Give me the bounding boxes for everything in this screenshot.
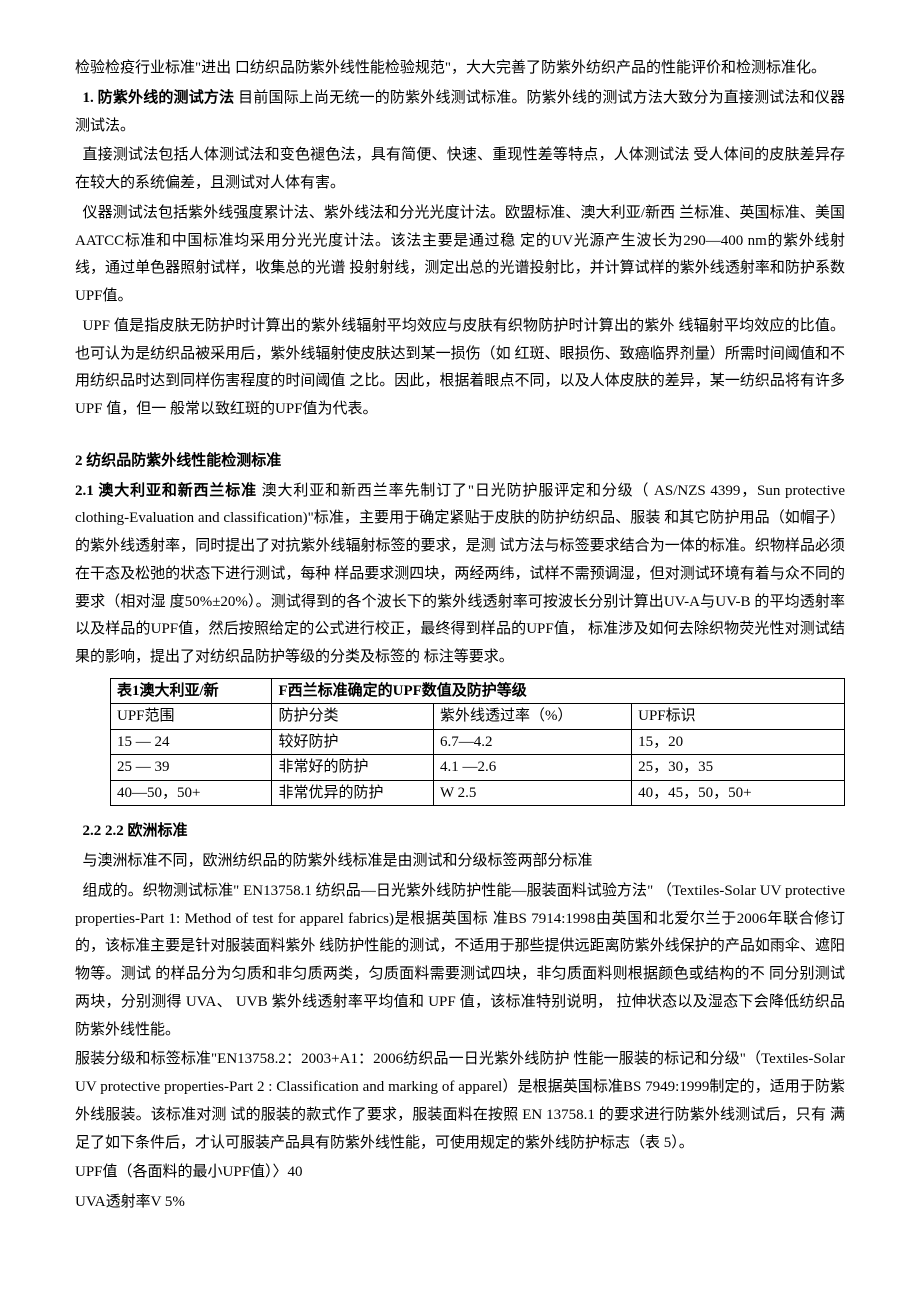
table-cell: 6.7—4.2: [433, 729, 631, 755]
table-header-row: UPF范围 防护分类 紫外线透过率（%） UPF标识: [111, 704, 845, 730]
table-row: 15 — 24 较好防护 6.7—4.2 15，20: [111, 729, 845, 755]
table-row: 25 — 39 非常好的防护 4.1 —2.6 25，30，35: [111, 755, 845, 781]
aus-nz-heading: 2.1 澳大利亚和新西兰标准: [75, 483, 257, 499]
upf-condition-1: UPF值（各面料的最小UPF值）〉40: [75, 1159, 845, 1187]
table-cell: 25，30，35: [632, 755, 845, 781]
instrument-test-paragraph: 仪器测试法包括紫外线强度累计法、紫外线法和分光光度计法。欧盟标准、澳大利亚/新西…: [75, 200, 845, 311]
table-cell: 非常好的防护: [272, 755, 433, 781]
table-cell: 较好防护: [272, 729, 433, 755]
table-cell: 15 — 24: [111, 729, 272, 755]
aus-nz-text: 澳大利亚和新西兰率先制订了"日光防护服评定和分级（ AS/NZS 4399，Su…: [75, 483, 845, 666]
eu-en13758-2-paragraph: 服装分级和标签标准"EN13758.2：2003+A1：2006纺织品一日光紫外…: [75, 1046, 845, 1157]
table-title-row: 表1澳大利亚/新 F西兰标准确定的UPF数值及防护等级: [111, 678, 845, 704]
eu-en13758-1-paragraph: 组成的。织物测试标准" EN13758.1 纺织品—日光紫外线防护性能—服装面料…: [75, 878, 845, 1045]
uva-condition: UVA透射率V 5%: [75, 1189, 845, 1217]
table-title-left: 表1澳大利亚/新: [111, 678, 272, 704]
table-header-2: 紫外线透过率（%）: [433, 704, 631, 730]
table-cell: 40—50，50+: [111, 780, 272, 806]
upf-definition-paragraph: UPF 值是指皮肤无防护时计算出的紫外线辐射平均效应与皮肤有织物防护时计算出的紫…: [75, 313, 845, 424]
table-cell: 4.1 —2.6: [433, 755, 631, 781]
table-row: 40—50，50+ 非常优异的防护 W 2.5 40，45，50，50+: [111, 780, 845, 806]
table-header-1: 防护分类: [272, 704, 433, 730]
table-cell: 非常优异的防护: [272, 780, 433, 806]
table-cell: W 2.5: [433, 780, 631, 806]
table-cell: 15，20: [632, 729, 845, 755]
method-heading: 1. 防紫外线的测试方法: [83, 90, 235, 106]
table-cell: 25 — 39: [111, 755, 272, 781]
method-paragraph: 1. 防紫外线的测试方法 目前国际上尚无统一的防紫外线测试标准。防紫外线的测试方…: [75, 85, 845, 141]
section-2-2-heading: 2.2 2.2 欧洲标准: [75, 818, 845, 846]
upf-table: 表1澳大利亚/新 F西兰标准确定的UPF数值及防护等级 UPF范围 防护分类 紫…: [110, 678, 845, 807]
intro-paragraph: 检验检疫行业标准"进出 口纺织品防紫外线性能检验规范"，大大完善了防紫外纺织产品…: [75, 55, 845, 83]
table-cell: 40，45，50，50+: [632, 780, 845, 806]
section-2-heading: 2 纺织品防紫外线性能检测标准: [75, 448, 845, 476]
eu-intro-paragraph: 与澳洲标准不同，欧洲纺织品的防紫外线标准是由测试和分级标签两部分标准: [75, 848, 845, 876]
direct-test-paragraph: 直接测试法包括人体测试法和变色褪色法，具有简便、快速、重现性差等特点，人体测试法…: [75, 142, 845, 198]
aus-nz-paragraph: 2.1 澳大利亚和新西兰标准 澳大利亚和新西兰率先制订了"日光防护服评定和分级（…: [75, 478, 845, 672]
table-container: 表1澳大利亚/新 F西兰标准确定的UPF数值及防护等级 UPF范围 防护分类 紫…: [75, 678, 845, 807]
table-header-0: UPF范围: [111, 704, 272, 730]
table-title-right: F西兰标准确定的UPF数值及防护等级: [272, 678, 845, 704]
table-header-3: UPF标识: [632, 704, 845, 730]
